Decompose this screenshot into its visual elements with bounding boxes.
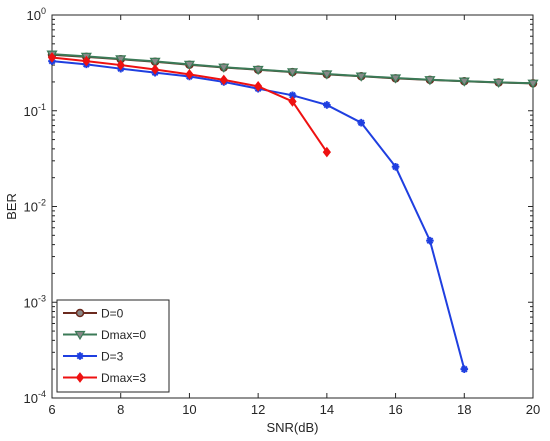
legend-label: Dmax=3 (101, 371, 146, 385)
x-tick-label: 8 (117, 402, 124, 417)
data-point (288, 91, 297, 100)
data-point (218, 63, 230, 73)
data-point (424, 76, 436, 86)
data-point (527, 79, 539, 89)
x-tick-label: 12 (251, 402, 265, 417)
data-point (458, 77, 470, 87)
data-point (149, 57, 161, 68)
legend-label: D=0 (101, 307, 124, 321)
data-point (116, 59, 125, 71)
y-tick-label: 10-2 (24, 198, 46, 215)
data-point (115, 55, 127, 65)
data-point (321, 70, 333, 80)
x-tick-label: 6 (48, 402, 55, 417)
series-3 (47, 52, 331, 158)
data-point (391, 162, 400, 171)
data-point (254, 80, 263, 92)
data-point (150, 64, 160, 75)
x-tick-label: 10 (182, 402, 196, 417)
x-tick-label: 16 (388, 402, 402, 417)
data-point (288, 96, 297, 107)
series-lines (46, 50, 539, 373)
legend-marker (75, 372, 85, 383)
y-tick-label: 10-4 (24, 389, 46, 406)
data-point (426, 236, 434, 245)
x-tick-label: 18 (457, 402, 471, 417)
series-1 (46, 50, 539, 89)
data-point (183, 60, 195, 71)
legend-label: Dmax=0 (101, 328, 146, 342)
data-point (460, 365, 469, 373)
x-axis-label: SNR(dB) (266, 420, 318, 435)
data-point (493, 78, 505, 89)
data-point (219, 74, 228, 86)
data-point (355, 72, 367, 82)
y-tick-label: 100 (27, 6, 46, 23)
data-point (185, 69, 194, 80)
y-axis-label: BER (4, 193, 19, 220)
data-point (286, 68, 299, 78)
y-tick-label: 10-1 (24, 102, 46, 119)
legend-marker (75, 308, 85, 318)
x-tick-label: 14 (320, 402, 334, 417)
legend-label: D=3 (101, 350, 124, 364)
legend-marker (76, 352, 84, 360)
legend: D=0 Dmax=0 D=3 Dmax=3 (56, 299, 170, 393)
data-point (322, 146, 331, 158)
data-point (390, 74, 402, 84)
data-point (357, 118, 366, 127)
data-point (47, 52, 57, 63)
data-point (82, 55, 91, 67)
y-tick-label: 10-3 (24, 293, 46, 310)
x-tick-label: 20 (526, 402, 540, 417)
legend-marker (74, 330, 86, 341)
axis-ticks: 6 8 10 12 14 16 18 20 100 10-1 10-2 10-3 10-4 (24, 6, 541, 417)
data-point (323, 101, 331, 109)
data-point (252, 65, 264, 76)
